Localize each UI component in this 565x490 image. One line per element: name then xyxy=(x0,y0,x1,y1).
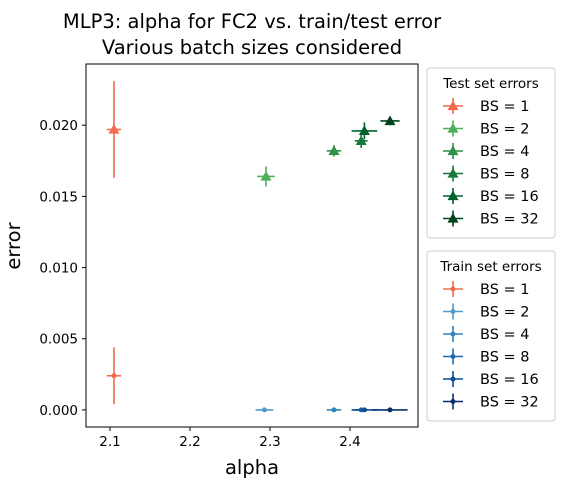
legend-dot-marker xyxy=(450,286,456,292)
legend-triangle-marker xyxy=(447,213,459,223)
data-point-train xyxy=(372,407,408,413)
legend-entry: BS = 4 xyxy=(443,326,530,343)
legend-label: BS = 2 xyxy=(480,305,530,321)
triangle-marker xyxy=(108,123,120,134)
triangle-marker xyxy=(355,135,367,145)
legend-title: Train set errors xyxy=(439,259,541,275)
legend-label: BS = 1 xyxy=(480,99,530,115)
legend-entry: BS = 4 xyxy=(443,143,530,160)
x-tick-label: 2.1 xyxy=(99,434,120,450)
data-point-test xyxy=(326,145,342,157)
legend-triangle-marker xyxy=(447,123,459,133)
legend-dot-marker xyxy=(450,309,456,314)
legend-entry: BS = 16 xyxy=(443,188,539,205)
legend-test: Test set errors BS = 1 BS = 2 BS = 4 BS = 8 B… xyxy=(426,67,556,239)
dot-marker xyxy=(331,407,337,413)
data-point-test xyxy=(380,115,400,126)
legend-train: Train set errors BS = 1 BS = 2 BS = 4 BS = 8… xyxy=(426,250,556,422)
legend-entry: BS = 1 xyxy=(443,281,530,298)
dot-marker xyxy=(387,407,393,413)
y-tick-label: 0.015 xyxy=(39,189,78,205)
triangle-marker xyxy=(260,170,272,181)
data-point-train xyxy=(326,407,342,413)
dot-marker xyxy=(261,407,267,413)
y-tick-label: 0.010 xyxy=(39,261,78,277)
legend-label: BS = 8 xyxy=(480,167,530,183)
legend-triangle-marker xyxy=(447,190,459,201)
y-tick-label: 0.005 xyxy=(39,332,78,348)
dot-marker xyxy=(361,407,367,413)
legend-dot-marker xyxy=(450,399,456,404)
dot-marker xyxy=(111,373,117,379)
legend-label: BS = 1 xyxy=(480,282,530,298)
data-point-test xyxy=(354,133,368,148)
legend-label: BS = 32 xyxy=(480,212,539,228)
plot-area xyxy=(106,81,408,413)
data-point-train xyxy=(255,407,274,413)
data-point-test xyxy=(351,122,378,140)
data-point-test xyxy=(257,166,275,187)
legend-triangle-marker xyxy=(447,100,459,111)
y-tick-label: 0.000 xyxy=(39,403,78,419)
legends: Test set errors BS = 1 BS = 2 BS = 4 BS = 8 B… xyxy=(426,67,556,422)
legend-entry: BS = 16 xyxy=(443,371,539,388)
data-point-train xyxy=(106,347,122,405)
legend-entry: BS = 32 xyxy=(443,393,539,411)
triangle-marker xyxy=(328,145,340,155)
legend-label: BS = 4 xyxy=(480,144,530,160)
x-tick-label: 2.4 xyxy=(339,434,360,450)
legend-triangle-marker xyxy=(447,145,459,156)
x-tick-label: 2.3 xyxy=(259,434,280,450)
x-tick-label: 2.2 xyxy=(179,434,200,450)
x-axis-label: alpha xyxy=(225,456,279,479)
x-axis: 2.1 2.2 2.3 2.4 xyxy=(99,427,361,450)
legend-entry: BS = 2 xyxy=(443,303,530,321)
y-tick-label: 0.020 xyxy=(39,118,78,134)
legend-title: Test set errors xyxy=(442,76,539,92)
legend-label: BS = 4 xyxy=(480,327,530,343)
legend-label: BS = 16 xyxy=(480,372,539,388)
triangle-marker xyxy=(358,125,370,136)
legend-entry: BS = 1 xyxy=(443,98,530,115)
legend-entry: BS = 8 xyxy=(443,348,530,366)
plot-frame xyxy=(85,63,419,428)
legend-label: BS = 8 xyxy=(480,350,530,366)
legend-entry: BS = 2 xyxy=(443,120,530,138)
legend-dot-marker xyxy=(450,376,456,382)
data-point-test xyxy=(106,81,122,178)
legend-entry: BS = 32 xyxy=(443,210,539,228)
chart-subtitle: Various batch sizes considered xyxy=(102,36,402,59)
legend-dot-marker xyxy=(450,354,456,359)
y-axis: 0.000 0.005 0.010 0.015 0.020 xyxy=(39,118,86,419)
legend-entry: BS = 8 xyxy=(443,165,530,183)
legend-label: BS = 32 xyxy=(480,395,539,411)
triangle-marker xyxy=(384,115,396,126)
legend-label: BS = 2 xyxy=(480,122,530,138)
legend-triangle-marker xyxy=(447,168,459,178)
legend-label: BS = 16 xyxy=(480,189,539,205)
y-axis-label: error xyxy=(2,221,25,269)
chart-title: MLP3: alpha for FC2 vs. train/test error xyxy=(63,10,442,33)
legend-dot-marker xyxy=(450,331,456,337)
